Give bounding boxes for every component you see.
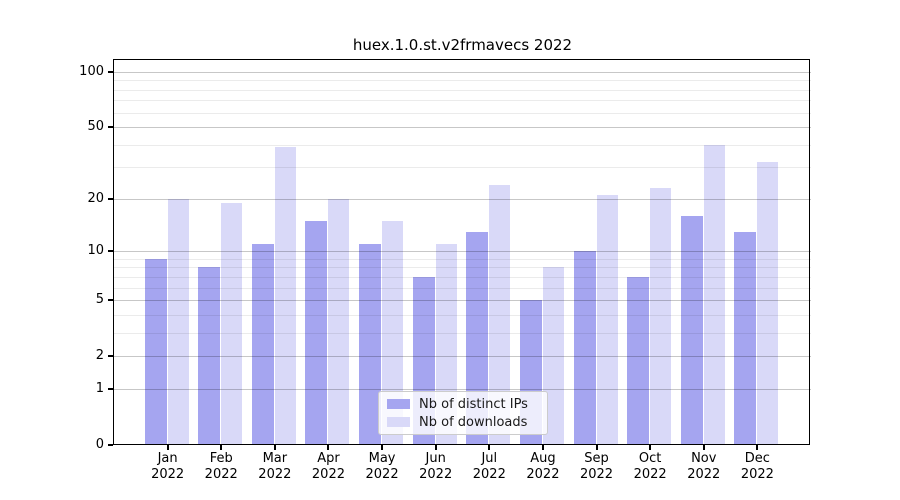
y-tick-mark xyxy=(108,387,113,390)
bar-downloads-may xyxy=(382,220,404,445)
y-tick-label-10: 10 xyxy=(87,243,104,259)
gridline-5 xyxy=(114,300,811,301)
x-tick-mark xyxy=(434,445,437,450)
x-tick-label-jan: Jan 2022 xyxy=(151,451,185,482)
y-tick-mark xyxy=(108,197,113,200)
gridline-3 xyxy=(114,333,811,334)
bar-downloads-jan xyxy=(167,198,189,445)
x-tick-mark xyxy=(595,445,598,450)
gridline-4 xyxy=(114,315,811,316)
y-tick-label-2: 2 xyxy=(95,348,104,364)
bar-downloads-oct xyxy=(650,188,672,445)
gridline-1 xyxy=(114,389,811,390)
gridline-100 xyxy=(114,72,811,73)
bar-downloads-feb xyxy=(221,202,243,445)
x-tick-mark xyxy=(273,445,276,450)
bar-ips-sep xyxy=(573,251,596,445)
x-tick-label-sep: Sep 2022 xyxy=(579,451,614,482)
bar-ips-may xyxy=(359,244,382,445)
gridline-20 xyxy=(114,199,811,200)
y-tick-mark xyxy=(108,444,113,446)
x-tick-label-nov: Nov 2022 xyxy=(687,451,721,482)
x-tick-mark xyxy=(702,445,705,450)
y-tick-label-50: 50 xyxy=(87,119,104,135)
bar-downloads-mar xyxy=(274,146,296,445)
bar-ips-mar xyxy=(251,244,274,445)
bar-downloads-aug xyxy=(542,267,564,445)
gridline-30 xyxy=(114,167,811,168)
bar-downloads-dec xyxy=(757,162,779,445)
y-tick-mark xyxy=(108,250,113,253)
legend-item: Nb of downloads xyxy=(387,415,539,430)
x-tick-mark xyxy=(649,445,652,450)
x-tick-label-dec: Dec 2022 xyxy=(740,451,774,482)
bar-downloads-apr xyxy=(328,198,350,445)
x-tick-mark xyxy=(756,445,759,450)
y-tick-label-20: 20 xyxy=(87,190,104,206)
gridline-50 xyxy=(114,127,811,128)
x-tick-mark xyxy=(220,445,223,450)
x-tick-label-oct: Oct 2022 xyxy=(633,451,667,482)
legend-swatch-downloads xyxy=(387,417,410,427)
bar-ips-feb xyxy=(198,267,221,445)
legend-label: Nb of distinct IPs xyxy=(419,396,528,412)
x-tick-mark xyxy=(327,445,330,450)
gridline-70 xyxy=(114,100,811,101)
bar-ips-oct xyxy=(627,276,650,445)
bar-ips-apr xyxy=(305,220,328,445)
legend: Nb of distinct IPs Nb of downloads xyxy=(378,391,548,435)
bar-downloads-nov xyxy=(703,144,725,445)
x-tick-label-jul: Jul 2022 xyxy=(472,451,506,482)
legend-item: Nb of distinct IPs xyxy=(387,397,539,412)
gridline-8 xyxy=(114,267,811,268)
y-tick-label-5: 5 xyxy=(95,292,104,308)
x-tick-mark xyxy=(541,445,544,450)
gridline-40 xyxy=(114,145,811,146)
legend-swatch-distinct-ips xyxy=(387,399,410,409)
bar-ips-jan xyxy=(144,258,167,445)
bar-ips-dec xyxy=(734,231,757,445)
y-tick-mark xyxy=(108,299,113,302)
x-tick-mark xyxy=(488,445,491,450)
gridline-90 xyxy=(114,80,811,81)
plot-area xyxy=(114,60,811,445)
x-tick-label-jun: Jun 2022 xyxy=(419,451,453,482)
bar-downloads-jul xyxy=(489,184,511,445)
chart-title: huex.1.0.st.v2frmavecs 2022 xyxy=(352,36,573,54)
y-tick-mark xyxy=(108,70,113,73)
x-tick-label-mar: Mar 2022 xyxy=(258,451,292,482)
bar-ips-nov xyxy=(680,215,703,445)
x-tick-mark xyxy=(381,445,384,450)
y-tick-label-100: 100 xyxy=(79,63,104,79)
gridline-10 xyxy=(114,251,811,252)
x-tick-label-apr: Apr 2022 xyxy=(311,451,345,482)
y-tick-mark xyxy=(108,126,113,129)
bar-downloads-sep xyxy=(596,195,618,445)
gridline-80 xyxy=(114,90,811,91)
x-tick-label-feb: Feb 2022 xyxy=(204,451,238,482)
gridline-2 xyxy=(114,356,811,357)
y-tick-label-1: 1 xyxy=(95,380,104,396)
gridline-6 xyxy=(114,288,811,289)
gridline-60 xyxy=(114,113,811,114)
legend-label: Nb of downloads xyxy=(419,414,528,430)
gridline-7 xyxy=(114,277,811,278)
x-tick-mark xyxy=(166,445,169,450)
x-tick-label-may: May 2022 xyxy=(365,451,399,482)
y-tick-label-0: 0 xyxy=(95,437,104,452)
y-tick-mark xyxy=(108,355,113,358)
x-tick-label-aug: Aug 2022 xyxy=(526,451,560,482)
gridline-9 xyxy=(114,259,811,260)
